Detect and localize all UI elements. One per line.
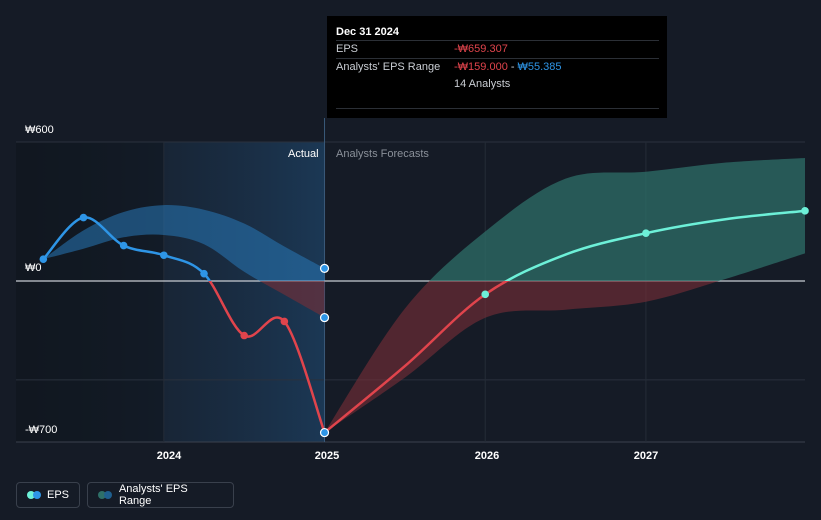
x-tick-label-2025: 2025 [314,450,340,462]
forecast-eps-line-positive [504,209,806,281]
estimate-bands [43,157,805,433]
actual-eps-point-5 [240,331,248,340]
tooltip-analysts-row: 14 Analysts [336,76,659,93]
estimate-point-0 [319,263,330,273]
current-eps-point [319,427,330,438]
plot-background [16,142,325,442]
x-tick-label-2024: 2024 [156,450,182,462]
past-estimate-band-negative [259,281,325,318]
tooltip-analysts-count: 14 Analysts [454,78,511,90]
forecast-eps-point-6 [801,207,809,215]
eps-legend-icon [27,491,41,499]
actual-eps-point-4 [200,269,208,278]
tooltip-eps-row: EPS -₩659.307 [336,40,659,58]
actual-eps-point-0 [39,255,48,263]
eps-tooltip: Dec 31 2024 EPS -₩659.307 Analysts' EPS … [327,16,667,118]
actual-eps-point-3 [160,251,168,260]
tooltip-divider [336,108,659,109]
tooltip-date: Dec 31 2024 [336,26,399,38]
x-tick-label-2027: 2027 [633,450,659,462]
tooltip-range-label: Analysts' EPS Range [336,61,441,73]
eps-points [39,207,809,438]
past-estimate-band-positive [43,205,325,281]
forecast-band-positive [429,157,805,281]
tooltip-eps-label: EPS [336,43,359,55]
actual-eps-point-1 [79,213,88,222]
actual-eps-point-2 [119,241,128,250]
estimate-point-1 [319,312,330,323]
tooltip-range-high: ₩55.385 [517,61,562,73]
y-tick-label-0: ₩0 [25,262,42,274]
forecast-eps-point-4 [642,229,650,237]
tooltip-eps-value: -₩659.307 [454,43,508,55]
range-legend-icon [98,491,112,499]
tooltip-range-row: Analysts' EPS Range -₩159.000 - ₩55.385 [336,58,659,76]
forecast-eps-line-negative [323,281,510,434]
early-period-shading [16,142,164,442]
actual-region-label: Actual [288,148,319,160]
forecast-region-label: Analysts Forecasts [336,148,429,160]
forecast-eps-point-2 [481,290,490,299]
tooltip-range-sep: - [510,61,515,73]
y-tick-label-neg700: -₩700 [25,424,58,436]
actual-eps-line-positive [42,216,212,281]
tooltip-range-low: -₩159.000 [454,61,508,73]
legend-range-toggle[interactable]: Analysts' EPS Range [87,482,234,508]
actual-eps-point-6 [280,317,289,326]
y-tick-label-600: ₩600 [25,124,54,136]
legend-range-label: Analysts' EPS Range [118,483,188,507]
x-tick-label-2026: 2026 [474,450,500,462]
legend-eps-label: EPS [46,489,69,501]
legend-eps-toggle[interactable]: EPS [16,482,80,508]
forecast-band-negative [324,281,719,433]
